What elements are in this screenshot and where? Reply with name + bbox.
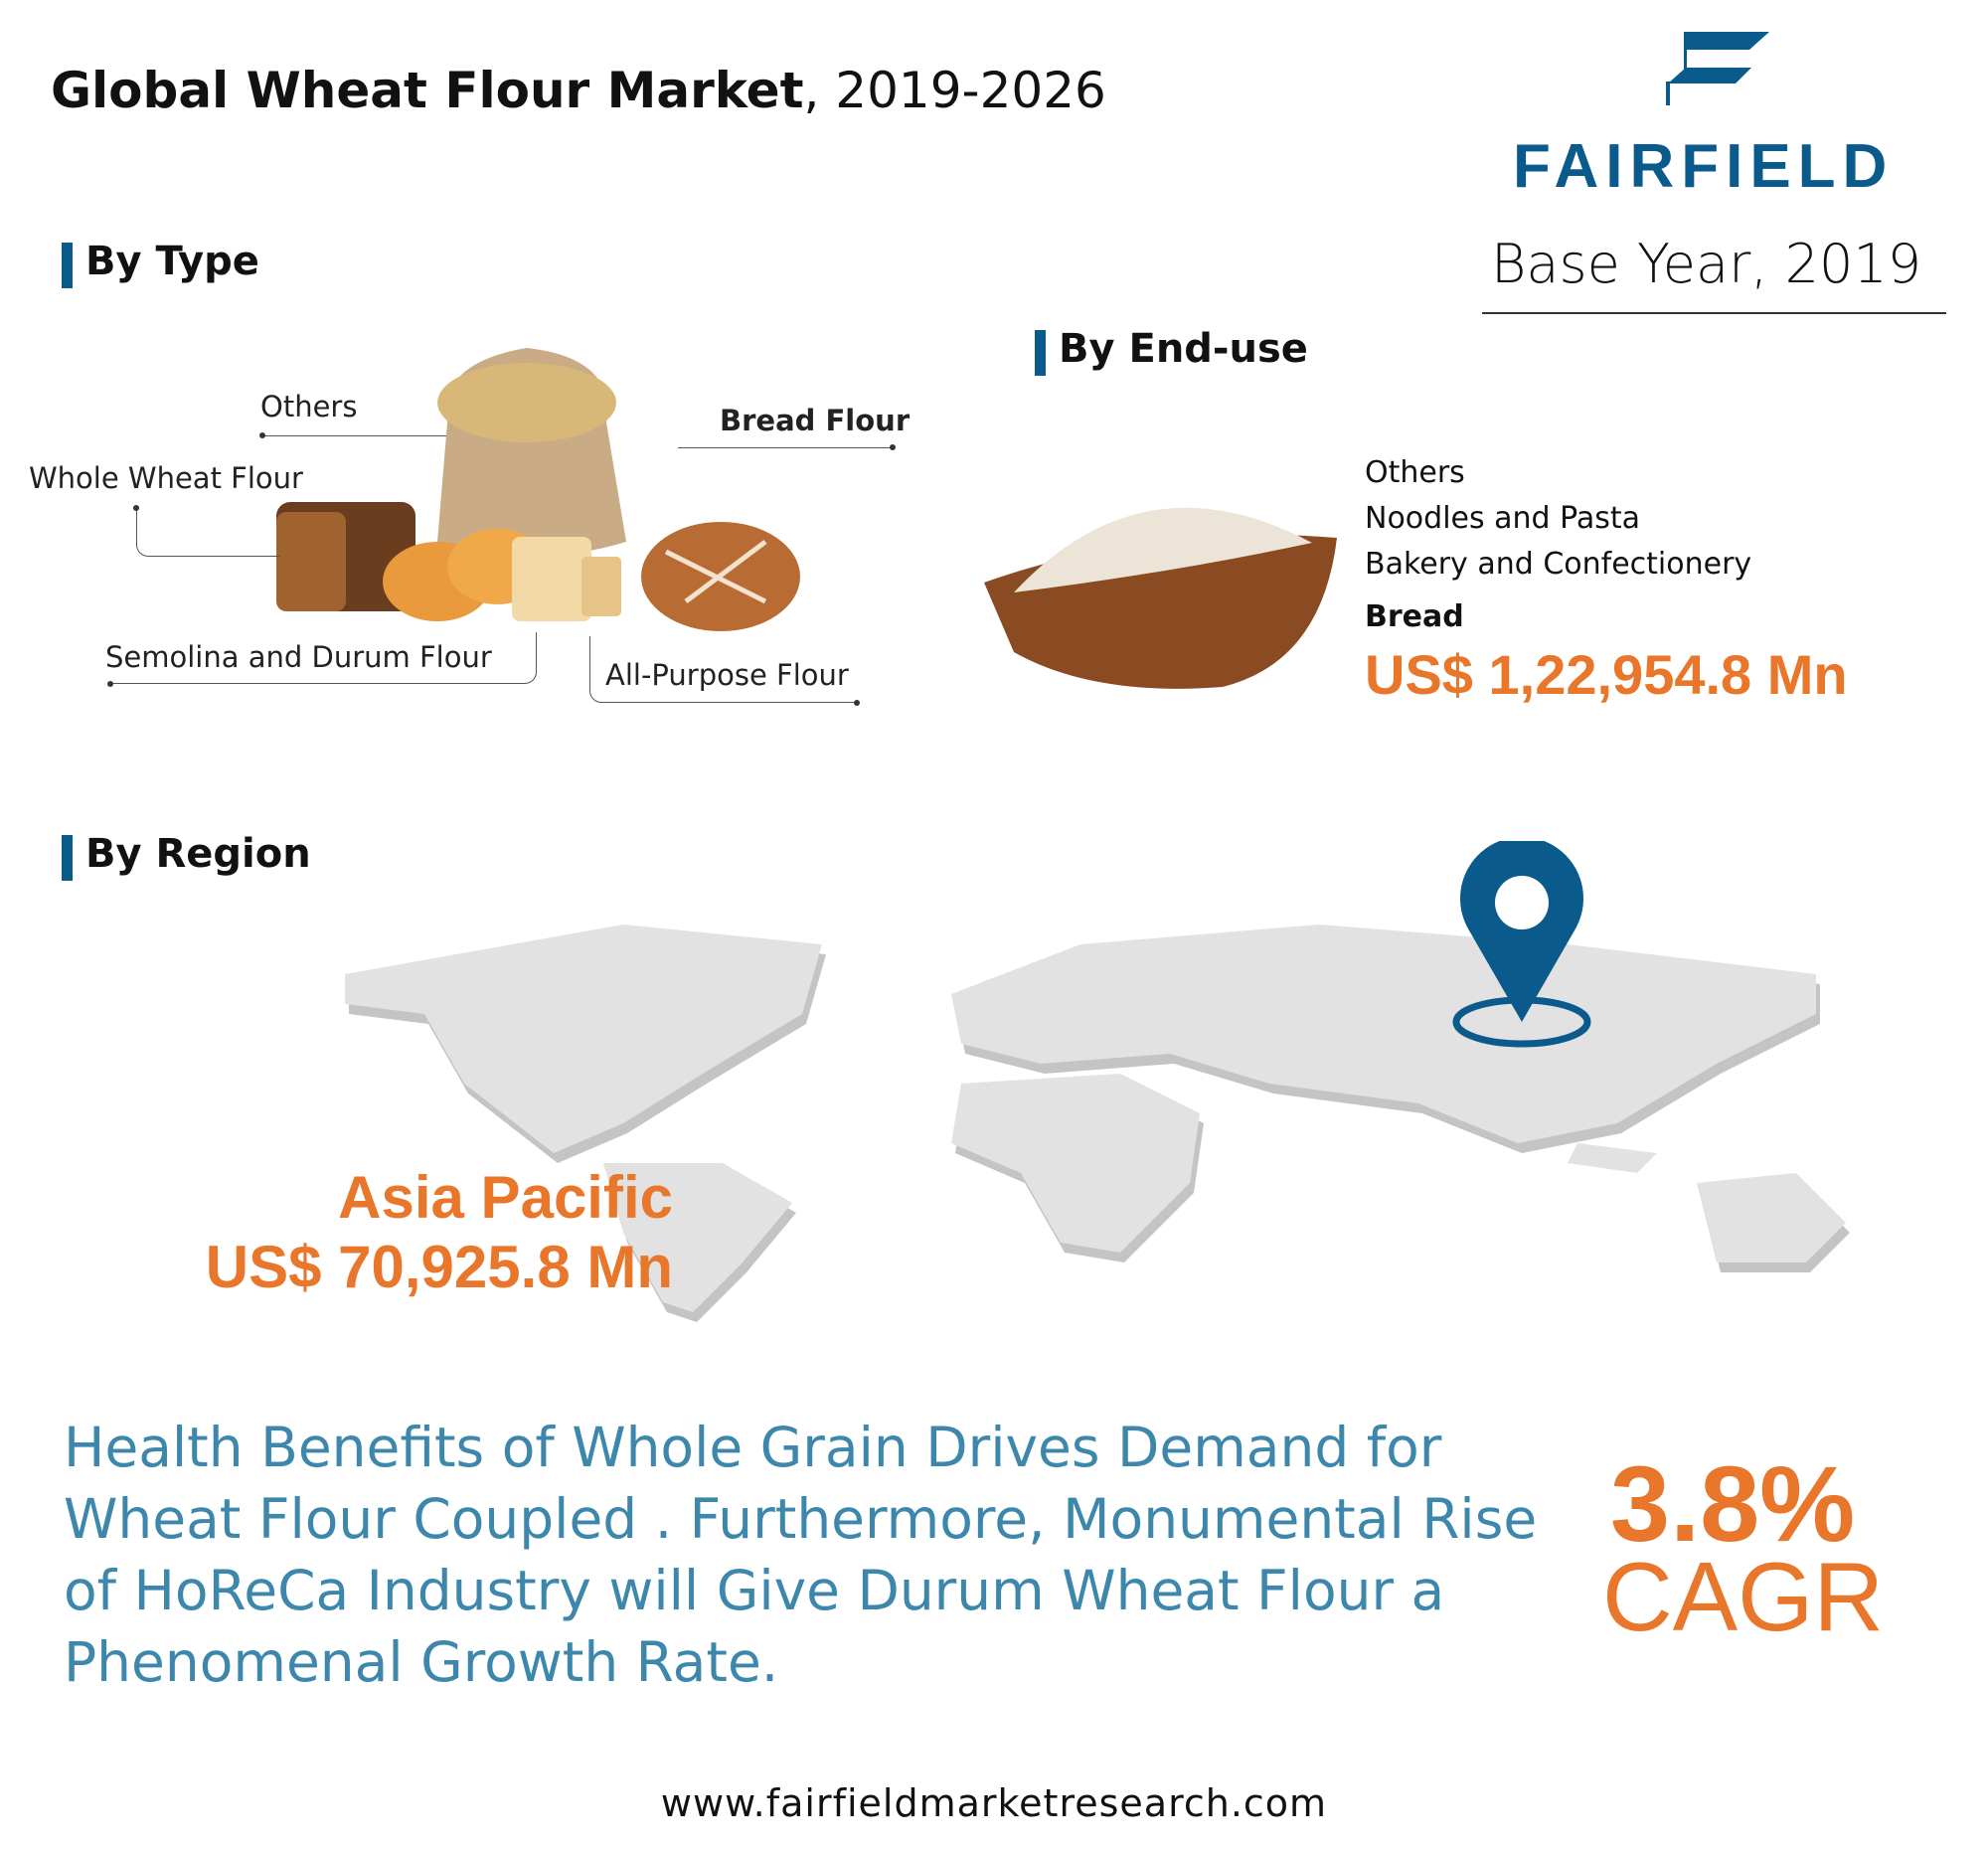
fairfield-logo-mark bbox=[1666, 32, 1769, 105]
bread-and-flour-sack-image bbox=[276, 348, 800, 631]
section-heading-end-use: By End-use bbox=[1035, 326, 1308, 376]
end-use-others: Others bbox=[1365, 455, 1465, 490]
section-heading-type: By Type bbox=[62, 239, 259, 288]
section-heading-region: By Region bbox=[62, 831, 311, 881]
cagr-value: 3.8% bbox=[1610, 1443, 1856, 1564]
label-others: Others bbox=[260, 390, 358, 423]
world-map bbox=[345, 924, 1850, 1322]
flour-bowl-image bbox=[984, 507, 1337, 689]
region-name: Asia Pacific bbox=[338, 1164, 673, 1231]
fairfield-logo-text: FAIRFIELD bbox=[1513, 132, 1895, 201]
end-use-noodles-pasta: Noodles and Pasta bbox=[1365, 501, 1641, 536]
divider bbox=[1482, 312, 1946, 314]
label-bread-flour: Bread Flour bbox=[720, 404, 911, 437]
label-whole-wheat-flour: Whole Wheat Flour bbox=[29, 461, 303, 495]
region-value: US$ 70,925.8 Mn bbox=[205, 1234, 673, 1300]
base-year: Base Year, 2019 bbox=[1491, 233, 1922, 295]
label-semolina-durum-flour: Semolina and Durum Flour bbox=[105, 640, 492, 674]
label-all-purpose-flour: All-Purpose Flour bbox=[605, 658, 849, 692]
cagr-label: CAGR bbox=[1602, 1542, 1885, 1651]
end-use-bakery-confectionery: Bakery and Confectionery bbox=[1365, 547, 1752, 582]
footer-url[interactable]: www.fairfieldmarketresearch.com bbox=[660, 1781, 1328, 1825]
end-use-bread: Bread bbox=[1365, 599, 1464, 634]
location-pin-icon bbox=[1452, 841, 1591, 1048]
end-use-bread-value: US$ 1,22,954.8 Mn bbox=[1365, 643, 1848, 706]
summary-text: Health Benefits of Whole Grain Drives De… bbox=[64, 1416, 1538, 1694]
page-title: Global Wheat Flour Market, 2019-2026 bbox=[51, 62, 1106, 119]
